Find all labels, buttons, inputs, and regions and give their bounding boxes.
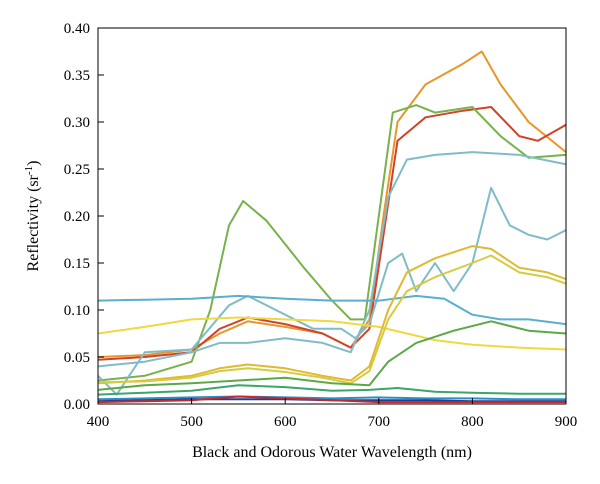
- y-axis-title-main: Reflectivity (sr: [25, 174, 42, 271]
- x-tick-label: 500: [180, 414, 203, 430]
- y-tick-label: 0.35: [64, 68, 90, 84]
- series-line-11: [98, 384, 566, 396]
- y-axis-title-superscript: -1: [23, 166, 35, 175]
- series-line-10: [98, 320, 566, 391]
- x-tick-label: 800: [461, 414, 484, 430]
- y-tick-label: 0.15: [64, 256, 90, 272]
- series-line-9: [98, 254, 566, 385]
- axis-ticks: 400 500 600 700 800 900 0.00 0.05 0.10 0.15 0.20 0.…: [64, 21, 578, 430]
- series-line-3: [98, 104, 566, 382]
- x-tick-label: 400: [87, 414, 110, 430]
- y-tick-label: 0.10: [64, 303, 90, 319]
- series-line-7: [98, 316, 566, 351]
- x-axis-title: Black and Odorous Water Wavelength (nm): [192, 444, 472, 461]
- y-axis-title: Reflectivity (sr-1): [23, 161, 42, 272]
- y-tick-label: 0.25: [64, 162, 90, 178]
- plot-frame: [97, 27, 567, 405]
- series-line-6: [98, 294, 566, 326]
- y-tick-label: 0.40: [64, 21, 90, 37]
- y-tick-label: 0.00: [64, 397, 90, 413]
- x-tick-label: 700: [368, 414, 391, 430]
- series-line-12: [98, 395, 566, 401]
- series-line-2: [98, 106, 566, 361]
- y-tick-label: 0.05: [64, 350, 90, 366]
- series-line-5: [98, 186, 566, 396]
- y-tick-label: 0.30: [64, 115, 90, 131]
- series-line-1: [98, 50, 566, 358]
- series-line-8: [98, 245, 566, 385]
- series-line-4: [98, 151, 566, 368]
- y-axis-title-tail: ): [25, 161, 42, 166]
- series-line-14: [98, 395, 566, 404]
- series-lines: [98, 50, 566, 404]
- x-tick-label: 600: [274, 414, 297, 430]
- y-tick-label: 0.20: [64, 209, 90, 225]
- x-tick-label: 900: [555, 414, 578, 430]
